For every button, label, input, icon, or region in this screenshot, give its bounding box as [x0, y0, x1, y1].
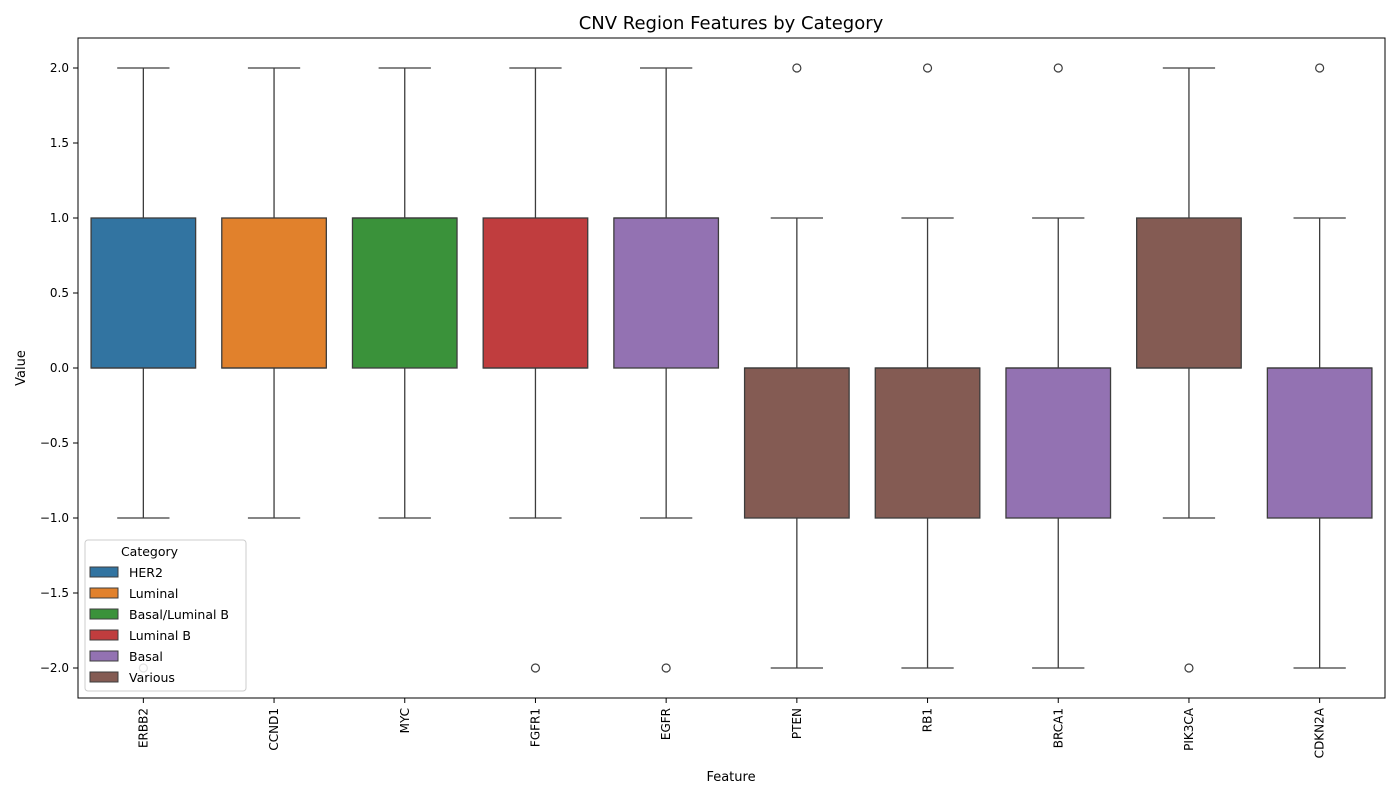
legend-swatch-basal-luminal-b — [89, 608, 119, 620]
outlier-point — [1053, 63, 1063, 73]
outlier-point — [530, 663, 541, 673]
box-group-brca1 — [1005, 63, 1112, 669]
legend-box — [84, 539, 247, 692]
box-group-pten — [743, 63, 850, 669]
box-pik3ca — [1136, 217, 1242, 369]
y-tick-label: 0.0 — [50, 361, 69, 375]
legend-label-luminal: Luminal — [129, 586, 178, 601]
box-group-egfr — [613, 67, 720, 673]
x-tick-label-myc: MYC — [398, 708, 412, 733]
outlier-point — [1315, 63, 1325, 73]
legend-swatch-basal — [89, 650, 119, 662]
box-erbb2 — [90, 217, 197, 369]
box-ccnd1 — [221, 217, 327, 369]
box-rb1 — [874, 367, 981, 519]
x-tick-label-fgfr1: FGFR1 — [528, 708, 542, 747]
outlier-point — [1184, 663, 1194, 673]
box-group-fgfr1 — [482, 67, 589, 673]
y-tick-label: 1.0 — [50, 211, 69, 225]
legend-label-basal: Basal — [129, 649, 163, 664]
box-group-ccnd1 — [221, 67, 327, 519]
y-tick-label: −1.5 — [40, 586, 69, 600]
x-tick-label-brca1: BRCA1 — [1051, 708, 1065, 748]
x-tick-label-erbb2: ERBB2 — [136, 708, 150, 748]
legend-label-basal-luminal-b: Basal/Luminal B — [129, 607, 229, 622]
axes: 2.0 1.5 1.0 0.5 0.0 −0.5 −1.0 −1.5 −2.0 ERBB2 CCND… — [40, 37, 1386, 758]
outlier-point — [922, 63, 933, 73]
box-pten — [743, 367, 850, 519]
x-tick-label-cdkn2a: CDKN2A — [1313, 707, 1327, 758]
box-brca1 — [1005, 367, 1112, 519]
box-group-myc — [351, 67, 458, 519]
legend-swatch-luminal-b — [89, 629, 119, 641]
box-group-erbb2 — [90, 67, 197, 673]
box-group-cdkn2a — [1266, 63, 1373, 669]
x-axis-label: Feature — [706, 770, 755, 785]
outlier-point — [661, 663, 671, 673]
legend-label-luminal-b: Luminal B — [129, 628, 191, 643]
x-tick-label-egfr: EGFR — [659, 708, 673, 740]
box-fgfr1 — [482, 217, 589, 369]
x-tick-label-pik3ca: PIK3CA — [1182, 707, 1196, 751]
legend: Category HER2 Luminal Basal/Luminal B Lumina… — [84, 539, 247, 692]
chart-title: CNV Region Features by Category — [579, 13, 884, 34]
box-myc — [351, 217, 458, 369]
x-tick-label-rb1: RB1 — [921, 708, 935, 732]
legend-swatch-various — [89, 671, 119, 683]
box-group-pik3ca — [1136, 67, 1242, 673]
box-cdkn2a — [1266, 367, 1373, 519]
y-tick-label: −2.0 — [40, 661, 69, 675]
y-tick-label: −1.0 — [40, 511, 69, 525]
box-egfr — [613, 217, 720, 369]
y-tick-label: 2.0 — [50, 61, 69, 75]
legend-label-various: Various — [129, 670, 175, 685]
box-group-rb1 — [874, 63, 981, 669]
y-tick-label: −0.5 — [40, 436, 69, 450]
x-tick-label-pten: PTEN — [790, 708, 804, 739]
outlier-point — [792, 63, 802, 73]
legend-swatch-her2 — [89, 566, 119, 578]
x-tick-label-ccnd1: CCND1 — [267, 708, 281, 751]
legend-label-her2: HER2 — [129, 565, 163, 580]
legend-title: Category — [121, 544, 179, 559]
y-tick-label: 1.5 — [50, 136, 69, 150]
plot-area — [90, 63, 1373, 673]
y-axis-label: Value — [14, 350, 29, 386]
y-tick-label: 0.5 — [50, 286, 69, 300]
legend-swatch-luminal — [89, 587, 119, 599]
